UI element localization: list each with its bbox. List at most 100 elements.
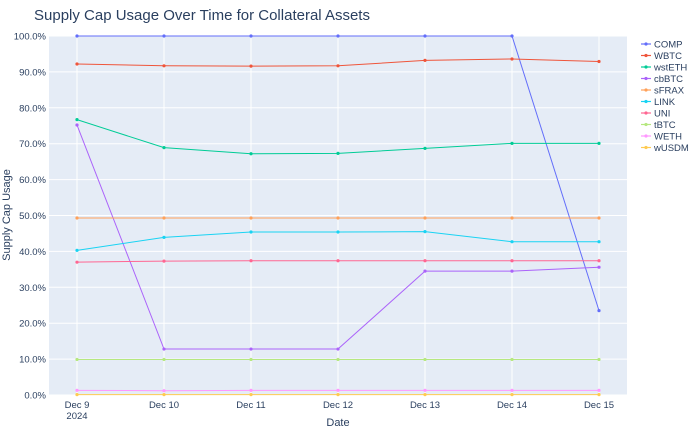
- data-point: [162, 259, 166, 263]
- y-tick-label: 50.0%: [19, 211, 46, 222]
- legend-item-wbtc[interactable]: WBTC: [641, 51, 682, 62]
- legend-label: WBTC: [654, 51, 682, 62]
- data-point: [249, 388, 253, 392]
- data-point: [597, 259, 601, 263]
- data-point: [510, 141, 514, 145]
- data-point: [75, 357, 79, 362]
- legend-item-cbbtc[interactable]: cbBTC: [641, 74, 683, 85]
- legend-marker: [644, 42, 648, 46]
- y-tick-label: 60.0%: [19, 175, 46, 186]
- series-cbbtc: [75, 123, 601, 351]
- legend-marker: [644, 99, 648, 104]
- legend-marker: [644, 122, 648, 127]
- data-point: [336, 357, 340, 362]
- data-point: [336, 393, 340, 397]
- data-point: [75, 118, 79, 122]
- data-point: [336, 34, 340, 38]
- data-point: [510, 240, 514, 244]
- legend[interactable]: COMPWBTCwstETHcbBTCsFRAXLINKUNItBTCWETHw…: [641, 40, 689, 155]
- legend-item-sfrax[interactable]: sFRAX: [641, 86, 685, 97]
- x-axis-label: Date: [326, 417, 349, 429]
- data-point: [249, 393, 253, 397]
- legend-item-uni[interactable]: UNI: [641, 109, 670, 120]
- data-point: [162, 347, 166, 351]
- data-point: [162, 393, 166, 397]
- y-tick-label: 30.0%: [19, 283, 46, 294]
- data-point: [249, 347, 253, 351]
- data-point: [423, 393, 427, 397]
- legend-item-tbtc[interactable]: tBTC: [641, 120, 676, 131]
- series-sfrax: [75, 216, 601, 220]
- data-point: [597, 59, 601, 64]
- x-axis-ticks: Dec 9 2024 Dec 10 Dec 11 Dec 12 Dec 13 Dec 14 D…: [65, 400, 614, 422]
- data-point: [162, 216, 166, 220]
- data-point: [510, 57, 514, 61]
- series-weth: [75, 388, 601, 393]
- series-uni: [75, 259, 601, 264]
- data-point: [336, 230, 340, 234]
- data-point: [423, 216, 427, 220]
- data-point: [423, 259, 427, 263]
- data-point: [75, 393, 79, 397]
- data-point: [423, 230, 427, 234]
- series-comp: [75, 34, 601, 313]
- data-point: [162, 34, 166, 38]
- x-tick-label: Dec 13: [410, 400, 440, 411]
- chart-title: Supply Cap Usage Over Time for Collatera…: [34, 7, 370, 24]
- data-point: [75, 34, 79, 38]
- data-point: [597, 265, 601, 269]
- data-point: [597, 141, 601, 145]
- legend-label: WETH: [654, 132, 682, 143]
- data-point: [510, 216, 514, 220]
- y-tick-label: 0.0%: [24, 391, 46, 402]
- legend-label: tBTC: [654, 120, 676, 131]
- legend-label: LINK: [654, 97, 676, 108]
- data-point: [336, 64, 340, 68]
- series-link: [75, 230, 601, 252]
- data-point: [75, 248, 79, 252]
- data-point: [510, 269, 514, 273]
- y-axis-ticks: 0.0% 10.0% 20.0% 30.0% 40.0% 50.0% 60.0% 70.0% 8…: [14, 32, 47, 402]
- x-tick-label: Dec 11: [236, 400, 265, 411]
- data-point: [249, 34, 253, 38]
- legend-item-link[interactable]: LINK: [641, 97, 676, 108]
- y-tick-label: 20.0%: [19, 319, 46, 330]
- data-point: [423, 34, 427, 38]
- data-point: [249, 216, 253, 220]
- data-point: [597, 388, 601, 392]
- series-wusdm: [75, 393, 601, 397]
- legend-marker: [644, 111, 648, 115]
- legend-marker: [644, 134, 648, 138]
- data-point: [423, 58, 427, 63]
- y-axis-label: Supply Cap Usage: [1, 169, 13, 261]
- data-point: [423, 146, 427, 150]
- legend-label: COMP: [654, 40, 683, 51]
- y-tick-label: 80.0%: [19, 103, 46, 114]
- x-tick-label: Dec 14: [497, 400, 527, 411]
- data-point: [510, 357, 514, 362]
- data-point: [75, 216, 79, 220]
- legend-label: cbBTC: [654, 74, 683, 85]
- data-point: [162, 235, 166, 239]
- legend-item-wsteth[interactable]: wstETH: [641, 63, 687, 74]
- series-wsteth: [75, 118, 601, 156]
- legend-item-weth[interactable]: WETH: [641, 132, 682, 143]
- data-point: [597, 393, 601, 397]
- data-point: [336, 388, 340, 392]
- legend-label: wUSDM: [653, 143, 689, 154]
- legend-marker: [644, 53, 648, 58]
- data-point: [597, 216, 601, 220]
- legend-item-comp[interactable]: COMP: [641, 40, 683, 51]
- legend-item-wusdm[interactable]: wUSDM: [641, 143, 689, 154]
- data-point: [75, 260, 79, 264]
- legend-label: wstETH: [653, 63, 687, 74]
- data-point: [249, 64, 253, 68]
- y-tick-label: 10.0%: [19, 355, 46, 366]
- data-point: [249, 152, 253, 156]
- data-point: [249, 357, 253, 362]
- data-point: [75, 388, 79, 392]
- y-tick-label: 40.0%: [19, 247, 46, 258]
- data-point: [597, 309, 601, 313]
